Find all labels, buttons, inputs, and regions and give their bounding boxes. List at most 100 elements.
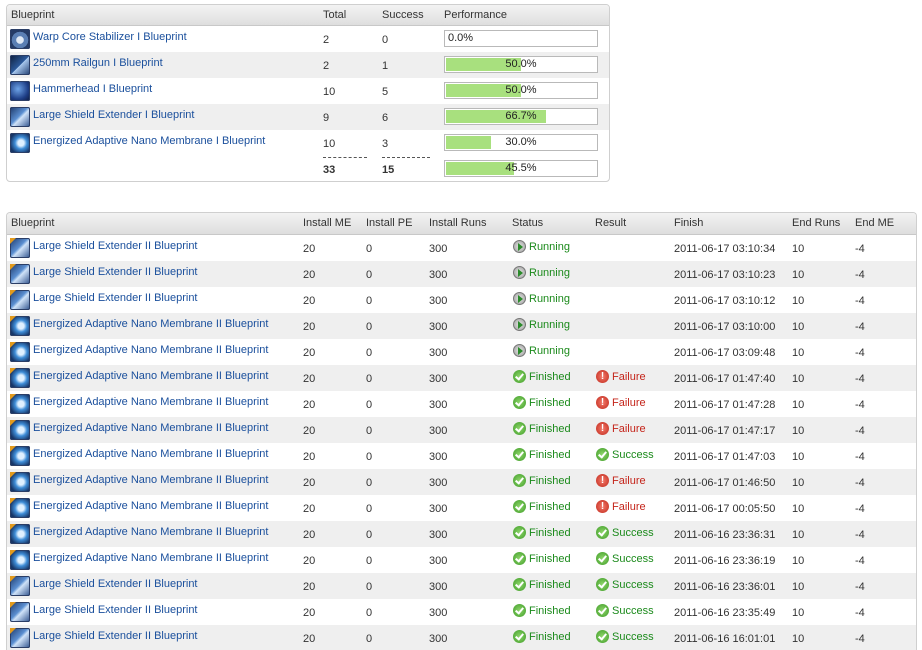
install-me: 20 xyxy=(303,529,316,541)
install-runs: 300 xyxy=(429,451,448,463)
status-label: Finished xyxy=(529,371,571,383)
finish-time: 2011-06-17 03:09:48 xyxy=(674,347,776,359)
col-header-status[interactable]: Status xyxy=(512,217,544,229)
job-result: Failure xyxy=(596,474,646,487)
finished-check-icon xyxy=(513,604,526,617)
blueprint-link[interactable]: Energized Adaptive Nano Membrane II Blue… xyxy=(33,526,269,538)
nano-membrane-blueprint-icon[interactable] xyxy=(10,368,30,388)
nano-membrane-blueprint-icon[interactable] xyxy=(10,524,30,544)
railgun-blueprint-icon[interactable] xyxy=(10,55,30,75)
install-runs: 300 xyxy=(429,243,448,255)
blueprint-link[interactable]: Large Shield Extender II Blueprint xyxy=(33,266,198,278)
install-runs: 300 xyxy=(429,399,448,411)
col-header-blueprint[interactable]: Blueprint xyxy=(11,217,55,229)
nano-membrane-blueprint-icon[interactable] xyxy=(10,446,30,466)
end-runs: 10 xyxy=(792,555,805,567)
install-runs: 300 xyxy=(429,633,448,645)
col-header-install-pe[interactable]: Install PE xyxy=(366,217,413,229)
nano-membrane-blueprint-icon[interactable] xyxy=(10,133,30,153)
job-row: Energized Adaptive Nano Membrane II Blue… xyxy=(7,521,916,547)
blueprint-link[interactable]: Energized Adaptive Nano Membrane II Blue… xyxy=(33,552,269,564)
blueprint-link[interactable]: Energized Adaptive Nano Membrane II Blue… xyxy=(33,448,269,460)
blueprint-link[interactable]: 250mm Railgun I Blueprint xyxy=(33,57,163,69)
blueprint-link[interactable]: Energized Adaptive Nano Membrane II Blue… xyxy=(33,500,269,512)
blueprint-link[interactable]: Energized Adaptive Nano Membrane I Bluep… xyxy=(33,135,266,147)
col-header-result[interactable]: Result xyxy=(595,217,627,229)
install-runs: 300 xyxy=(429,503,448,515)
status-label: Finished xyxy=(529,605,571,617)
nano-membrane-blueprint-icon[interactable] xyxy=(10,394,30,414)
install-pe: 0 xyxy=(366,321,373,333)
hammerhead-blueprint-icon[interactable] xyxy=(10,81,30,101)
end-me: -4 xyxy=(855,503,865,515)
col-header-end-me[interactable]: End ME xyxy=(855,217,895,229)
warp-core-blueprint-icon[interactable] xyxy=(10,29,30,49)
blueprint-link[interactable]: Energized Adaptive Nano Membrane II Blue… xyxy=(33,370,269,382)
blueprint-link[interactable]: Energized Adaptive Nano Membrane II Blue… xyxy=(33,474,269,486)
job-result: Success xyxy=(596,604,654,617)
install-me: 20 xyxy=(303,477,316,489)
col-header-end-runs[interactable]: End Runs xyxy=(792,217,841,229)
summary-row: Warp Core Stabilizer I Blueprint 2 0 0.0% xyxy=(7,26,609,52)
blueprint-link[interactable]: Large Shield Extender II Blueprint xyxy=(33,240,198,252)
install-me: 20 xyxy=(303,425,316,437)
end-runs: 10 xyxy=(792,529,805,541)
finished-check-icon xyxy=(513,630,526,643)
blueprint-link[interactable]: Energized Adaptive Nano Membrane II Blue… xyxy=(33,344,269,356)
col-header-performance[interactable]: Performance xyxy=(444,9,507,21)
job-row: Large Shield Extender II Blueprint 20 0 300… xyxy=(7,287,916,313)
blueprint-link[interactable]: Energized Adaptive Nano Membrane II Blue… xyxy=(33,318,269,330)
col-header-install-me[interactable]: Install ME xyxy=(303,217,352,229)
shield-extender-blueprint-icon[interactable] xyxy=(10,238,30,258)
blueprint-link[interactable]: Warp Core Stabilizer I Blueprint xyxy=(33,31,187,43)
col-header-install-runs[interactable]: Install Runs xyxy=(429,217,487,229)
nano-membrane-blueprint-icon[interactable] xyxy=(10,420,30,440)
col-header-finish[interactable]: Finish xyxy=(674,217,704,229)
nano-membrane-blueprint-icon[interactable] xyxy=(10,550,30,570)
shield-extender-blueprint-icon[interactable] xyxy=(10,264,30,284)
success-icon xyxy=(596,526,609,539)
performance-bar: 30.0% xyxy=(444,134,598,151)
blueprint-link[interactable]: Energized Adaptive Nano Membrane II Blue… xyxy=(33,422,269,434)
end-me: -4 xyxy=(855,269,865,281)
job-status: Running xyxy=(513,292,570,305)
shield-extender-blueprint-icon[interactable] xyxy=(10,628,30,648)
blueprint-link[interactable]: Large Shield Extender II Blueprint xyxy=(33,604,198,616)
nano-membrane-blueprint-icon[interactable] xyxy=(10,316,30,336)
status-label: Finished xyxy=(529,527,571,539)
shield-extender-blueprint-icon[interactable] xyxy=(10,107,30,127)
end-me: -4 xyxy=(855,321,865,333)
job-row: Energized Adaptive Nano Membrane II Blue… xyxy=(7,391,916,417)
col-header-success[interactable]: Success xyxy=(382,9,424,21)
summary-rows: Warp Core Stabilizer I Blueprint 2 0 0.0% 25… xyxy=(7,26,609,156)
shield-extender-blueprint-icon[interactable] xyxy=(10,576,30,596)
col-header-total[interactable]: Total xyxy=(323,9,347,21)
shield-extender-blueprint-icon[interactable] xyxy=(10,602,30,622)
success-divider xyxy=(382,157,430,158)
nano-membrane-blueprint-icon[interactable] xyxy=(10,498,30,518)
install-runs: 300 xyxy=(429,581,448,593)
total-count: 2 xyxy=(323,34,330,46)
blueprint-link[interactable]: Energized Adaptive Nano Membrane II Blue… xyxy=(33,396,269,408)
install-runs: 300 xyxy=(429,555,448,567)
blueprint-link[interactable]: Hammerhead I Blueprint xyxy=(33,83,153,95)
status-label: Running xyxy=(529,241,570,253)
performance-bar-fill xyxy=(446,162,514,175)
running-icon xyxy=(513,292,526,305)
blueprint-link[interactable]: Large Shield Extender II Blueprint xyxy=(33,630,198,642)
job-status: Finished xyxy=(513,604,571,617)
col-header-blueprint[interactable]: Blueprint xyxy=(11,9,55,21)
blueprint-link[interactable]: Large Shield Extender I Blueprint xyxy=(33,109,195,121)
job-rows: Large Shield Extender II Blueprint 20 0 300… xyxy=(7,235,916,650)
install-pe: 0 xyxy=(366,425,373,437)
totals-performance-bar: 45.5% xyxy=(444,160,598,177)
job-row: Energized Adaptive Nano Membrane II Blue… xyxy=(7,339,916,365)
blueprint-link[interactable]: Large Shield Extender II Blueprint xyxy=(33,578,198,590)
shield-extender-blueprint-icon[interactable] xyxy=(10,290,30,310)
end-me: -4 xyxy=(855,347,865,359)
performance-bar: 0.0% xyxy=(444,30,598,47)
blueprint-link[interactable]: Large Shield Extender II Blueprint xyxy=(33,292,198,304)
nano-membrane-blueprint-icon[interactable] xyxy=(10,342,30,362)
install-pe: 0 xyxy=(366,529,373,541)
nano-membrane-blueprint-icon[interactable] xyxy=(10,472,30,492)
